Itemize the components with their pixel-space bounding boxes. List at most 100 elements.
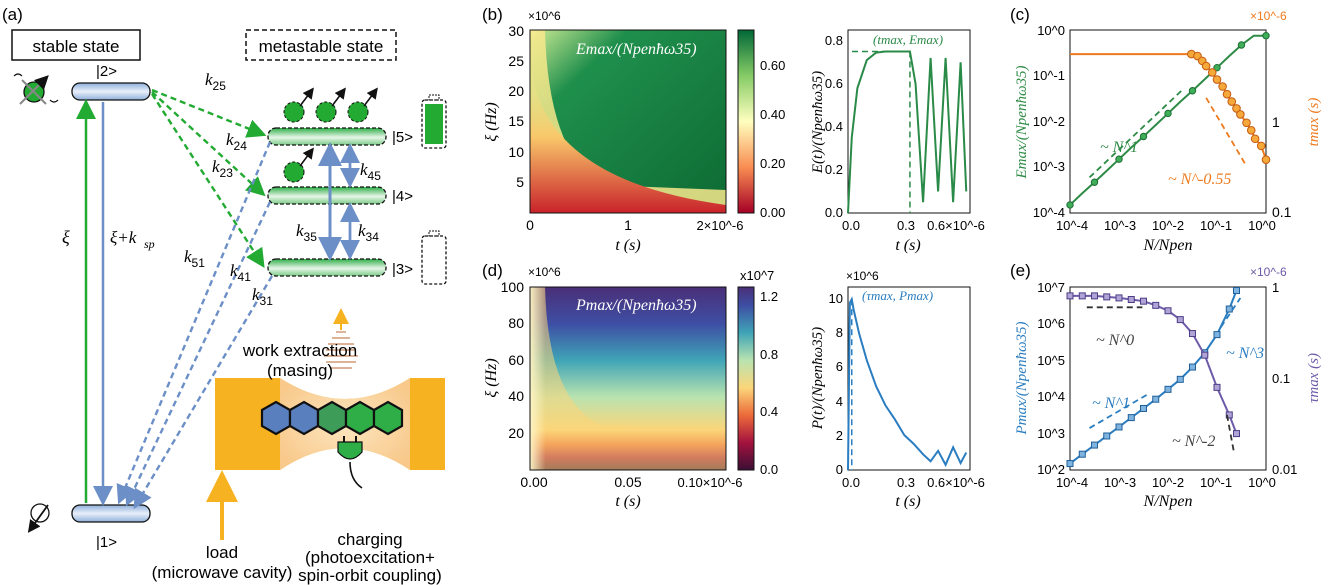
masing-label: (masing) bbox=[267, 361, 333, 380]
b-heatmap-xticks: 0 1 2×10^-6 bbox=[526, 217, 743, 233]
svg-text:10^-3: 10^-3 bbox=[1104, 475, 1136, 490]
svg-text:10^0: 10^0 bbox=[1248, 475, 1276, 490]
svg-text:10^7: 10^7 bbox=[1037, 280, 1065, 295]
svg-text:0.00: 0.00 bbox=[760, 205, 785, 220]
e-taumax-point bbox=[1103, 293, 1111, 301]
c-scaling-2: ~ N^-0.55 bbox=[1168, 171, 1231, 188]
e-scaling-0: ~ N^0 bbox=[1096, 332, 1134, 349]
b-y-exponent: ×10^6 bbox=[528, 9, 561, 23]
d-line-axes bbox=[847, 286, 971, 471]
svg-text:2: 2 bbox=[836, 428, 843, 443]
d-line-series bbox=[847, 296, 968, 471]
e-pmax-point bbox=[1090, 441, 1098, 449]
e-scaling-1: ~ N^1 bbox=[1092, 395, 1130, 412]
c-emax-point bbox=[1115, 155, 1123, 163]
svg-text:25: 25 bbox=[508, 53, 524, 69]
d-y-exponent: ×10^6 bbox=[528, 265, 561, 279]
svg-text:0.8: 0.8 bbox=[760, 347, 778, 362]
e-taumax-point bbox=[1127, 296, 1135, 304]
d-colorbar-ticks: 0.0 0.4 0.8 1.2 bbox=[760, 289, 778, 477]
work-extraction-label: work extraction bbox=[242, 341, 357, 360]
svg-text:10^-2: 10^-2 bbox=[1152, 218, 1184, 233]
panel-label-d: (d) bbox=[482, 261, 503, 280]
battery-empty-icon bbox=[421, 230, 447, 285]
svg-text:10^0: 10^0 bbox=[1037, 23, 1065, 38]
svg-text:0.05: 0.05 bbox=[614, 474, 641, 490]
svg-text:10^-4: 10^-4 bbox=[1033, 205, 1065, 220]
level-5-spins-icon bbox=[283, 87, 378, 123]
b-line-plot bbox=[847, 50, 968, 214]
b-heatmap-title: Emax/(Npenħω35) bbox=[575, 41, 697, 58]
e-taumax-point bbox=[1213, 383, 1221, 391]
e-nm2-guide bbox=[1226, 414, 1235, 452]
d-colorbar-exponent: x10^7 bbox=[740, 268, 774, 283]
svg-text:10^-1: 10^-1 bbox=[1033, 68, 1065, 83]
c-tmax-point bbox=[1250, 134, 1260, 144]
rate-k41: k41 bbox=[230, 261, 251, 284]
svg-text:8: 8 bbox=[836, 325, 843, 340]
c-emax-point bbox=[1066, 201, 1074, 209]
c-tmax-point bbox=[1212, 75, 1222, 84]
svg-text:0: 0 bbox=[526, 217, 534, 233]
svg-text:10^-3: 10^-3 bbox=[1104, 218, 1136, 233]
d-line-yticks: 0 2 4 6 8 10 bbox=[829, 291, 843, 477]
svg-text:20: 20 bbox=[508, 83, 524, 99]
svg-text:0.3: 0.3 bbox=[897, 218, 915, 233]
b-line-yticks: 0.0 0.2 0.4 0.6 0.8 bbox=[825, 33, 843, 220]
e-right-ylabel: τmax (s) bbox=[1306, 353, 1322, 403]
c-scaling-1: ~ N^1 bbox=[1100, 139, 1138, 156]
svg-text:0.1: 0.1 bbox=[1272, 204, 1292, 220]
level-1-label: |1> bbox=[96, 534, 117, 551]
d-line-xlabel: t (s) bbox=[895, 493, 920, 510]
svg-text:10^-2: 10^-2 bbox=[1033, 114, 1065, 129]
svg-text:10^-4: 10^-4 bbox=[1056, 218, 1088, 233]
svg-text:10^-2: 10^-2 bbox=[1152, 475, 1184, 490]
svg-text:0.40: 0.40 bbox=[760, 107, 785, 122]
masing-wave-icon bbox=[324, 308, 358, 369]
pump-label: ξ bbox=[62, 227, 70, 247]
d-line-ylabel: P(t)/(Npenħω35) bbox=[810, 327, 826, 430]
panel-label-e: (e) bbox=[1010, 261, 1031, 280]
level-5 bbox=[267, 127, 387, 146]
b-line-xticks: 0.0 0.3 0.6×10^-6 bbox=[842, 218, 985, 233]
svg-text:2×10^-6: 2×10^-6 bbox=[697, 218, 744, 233]
rate-k45: k45 bbox=[360, 160, 381, 183]
e-left-ylabel: Pmax/(Npenħω35) bbox=[1014, 321, 1030, 435]
b-colorbar-ticks: 0.00 0.20 0.40 0.60 bbox=[760, 58, 785, 220]
e-pmax-point bbox=[1139, 404, 1147, 412]
e-pmax-point bbox=[1152, 395, 1160, 403]
k41-arrow bbox=[125, 201, 272, 507]
d-line-xticks: 0.0 0.3 0.6×10^-6 bbox=[842, 475, 985, 490]
svg-text:0.0: 0.0 bbox=[760, 462, 778, 477]
svg-text:0.0: 0.0 bbox=[842, 475, 860, 490]
d-heatmap-xlabel: t (s) bbox=[615, 493, 640, 510]
svg-text:30: 30 bbox=[508, 23, 524, 39]
level-4-label: |4> bbox=[392, 188, 413, 205]
e-n3-guide bbox=[1220, 297, 1242, 328]
c-right-ylabel: tmax (s) bbox=[1306, 98, 1322, 147]
svg-text:10: 10 bbox=[829, 291, 843, 306]
c-tmax-point bbox=[1232, 104, 1241, 113]
svg-text:10^2: 10^2 bbox=[1037, 462, 1065, 477]
k25-arrow bbox=[151, 88, 267, 138]
c-tmax-point bbox=[1201, 61, 1211, 71]
c-tmax-point bbox=[1256, 141, 1266, 151]
svg-text:0.6×10^-6: 0.6×10^-6 bbox=[927, 218, 985, 233]
level-5-label: |5> bbox=[392, 129, 413, 146]
c-tmax-point bbox=[1207, 68, 1217, 77]
level-4 bbox=[267, 186, 387, 205]
k23-arrow bbox=[150, 93, 265, 269]
k51-arrow bbox=[116, 141, 272, 505]
e-taumax-point bbox=[1078, 292, 1086, 300]
svg-text:1.2: 1.2 bbox=[760, 289, 778, 304]
svg-text:100: 100 bbox=[501, 279, 525, 295]
load-sub-label: (microwave cavity) bbox=[152, 563, 293, 582]
k31-arrow bbox=[133, 275, 274, 510]
d-heatmap-ylabel: ξ (Hz) bbox=[483, 358, 500, 397]
rate-k23: k23 bbox=[212, 157, 233, 180]
c-emax-point bbox=[1262, 32, 1270, 40]
svg-text:1: 1 bbox=[1272, 114, 1280, 130]
svg-text:5: 5 bbox=[516, 174, 524, 190]
e-x-ticks: 10^-4 10^-3 10^-2 10^-1 10^0 bbox=[1056, 475, 1276, 490]
e-left-ticks: 10^2 10^3 10^4 10^5 10^6 10^7 bbox=[1037, 280, 1065, 477]
